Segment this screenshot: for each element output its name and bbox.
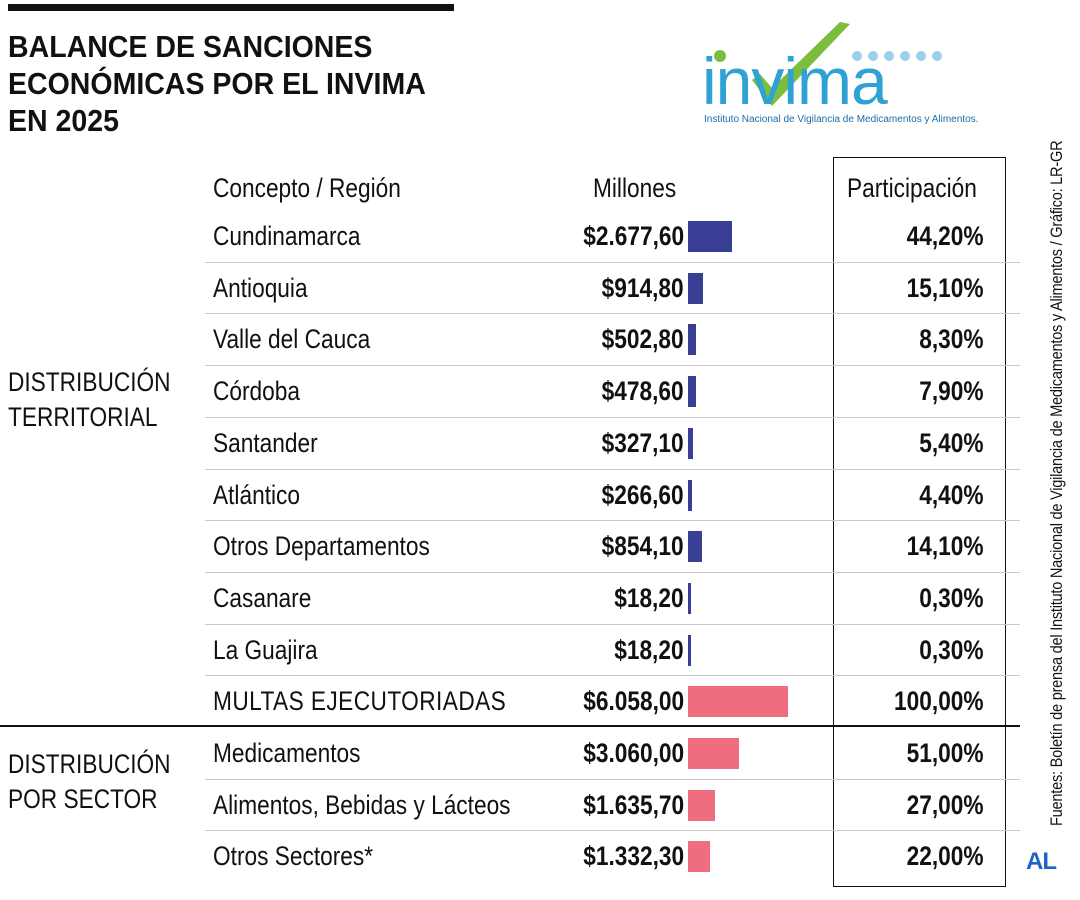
section-label-sector-1: DISTRIBUCIÓN	[8, 749, 171, 779]
value-bar	[688, 686, 788, 718]
header-participacion: Participación	[847, 173, 977, 203]
row-participacion: 51,00%	[907, 738, 984, 768]
row-label: Valle del Cauca	[213, 324, 371, 355]
row-value: $18,20	[614, 582, 684, 613]
table-row: La Guajira $18,20 0,30%	[0, 624, 1080, 676]
row-participacion: 27,00%	[907, 789, 984, 820]
top-rule	[8, 4, 454, 11]
table-row: MULTAS EJECUTORIADAS $6.058,00 100,00%	[0, 675, 1080, 727]
row-participacion: 100,00%	[894, 686, 984, 717]
header-concept: Concepto / Región	[213, 173, 401, 203]
row-label: Cundinamarca	[213, 221, 361, 251]
brand-mark: AL	[1026, 848, 1057, 875]
row-participacion: 4,40%	[919, 479, 984, 510]
row-participacion: 14,10%	[907, 531, 984, 562]
value-bar	[688, 479, 693, 511]
row-participacion: 5,40%	[919, 427, 984, 458]
table-row: Otros Departamentos $854,10 14,10%	[0, 520, 1080, 572]
participation-column-box	[833, 157, 1006, 887]
row-separator	[205, 520, 1020, 522]
row-value: $854,10	[602, 531, 684, 562]
value-bar	[688, 738, 739, 769]
row-value: $478,60	[602, 376, 684, 407]
row-separator	[205, 778, 1020, 780]
value-bar	[688, 324, 697, 356]
row-participacion: 44,20%	[907, 221, 984, 251]
row-label: Medicamentos	[213, 738, 361, 768]
chart-title: BALANCE DE SANCIONES ECONÓMICAS POR EL I…	[8, 29, 425, 138]
row-value: $6.058,00	[583, 686, 684, 717]
row-separator	[205, 675, 1020, 677]
row-value: $1.332,30	[583, 841, 684, 872]
section-label-sector-2: POR SECTOR	[8, 784, 158, 814]
logo-subtitle: Instituto Nacional de Vigilancia de Medi…	[704, 114, 979, 125]
value-bar	[688, 427, 694, 459]
row-participacion: 22,00%	[907, 841, 984, 872]
row-label: Atlántico	[213, 479, 300, 510]
row-separator	[205, 261, 1020, 263]
row-participacion: 8,30%	[919, 324, 984, 355]
row-label: Antioquia	[213, 272, 308, 303]
row-value: $2.677,60	[583, 221, 684, 251]
table-row: Córdoba $478,60 7,90%	[0, 365, 1080, 417]
row-participacion: 0,30%	[919, 634, 984, 665]
source-note: Fuentes: Boletín de prensa del Instituto…	[1047, 140, 1066, 826]
row-value: $18,20	[614, 634, 684, 665]
value-bar	[688, 634, 691, 666]
row-participacion: 7,90%	[919, 376, 984, 407]
value-bar	[688, 789, 715, 821]
value-bar	[688, 531, 703, 563]
row-value: $327,10	[602, 427, 684, 458]
logo-check-icon	[714, 22, 942, 106]
row-separator	[205, 313, 1020, 315]
table-row: Otros Sectores* $1.332,30 22,00%	[0, 830, 1080, 882]
row-label: Santander	[213, 427, 318, 458]
row-separator	[205, 468, 1020, 470]
value-bar	[688, 841, 710, 873]
value-bar	[688, 376, 696, 408]
row-participacion: 15,10%	[907, 272, 984, 303]
table-row: Cundinamarca $2.677,60 44,20%	[0, 210, 1080, 262]
row-value: $266,60	[602, 479, 684, 510]
table-row: Casanare $18,20 0,30%	[0, 572, 1080, 624]
row-label: MULTAS EJECUTORIADAS	[213, 686, 507, 717]
row-label: Casanare	[213, 582, 312, 613]
row-value: $914,80	[602, 272, 684, 303]
value-bar	[688, 272, 704, 304]
section-label-territorial-2: TERRITORIAL	[8, 402, 158, 432]
row-value: $1.635,70	[583, 789, 684, 820]
table-row: Medicamentos $3.060,00 51,00%	[0, 727, 1080, 779]
value-bar	[688, 582, 691, 614]
row-separator	[205, 416, 1020, 418]
row-separator	[205, 830, 1020, 832]
row-participacion: 0,30%	[919, 582, 984, 613]
invima-logo: invima Instituto Nacional de Vigilancia …	[700, 18, 990, 130]
logo-wordmark: invima	[702, 44, 888, 118]
row-label: Alimentos, Bebidas y Lácteos	[213, 789, 511, 820]
table-row: Valle del Cauca $502,80 8,30%	[0, 313, 1080, 365]
table-row: Antioquia $914,80 15,10%	[0, 262, 1080, 314]
row-separator	[205, 571, 1020, 573]
header-millones: Millones	[593, 173, 677, 203]
table-row: Santander $327,10 5,40%	[0, 417, 1080, 469]
section-divider	[0, 725, 1020, 727]
row-label: Otros Sectores*	[213, 841, 374, 872]
table-row: Alimentos, Bebidas y Lácteos $1.635,70 27,…	[0, 779, 1080, 831]
value-bar	[688, 221, 733, 252]
row-separator	[205, 365, 1020, 367]
row-value: $3.060,00	[583, 738, 684, 768]
row-value: $502,80	[602, 324, 684, 355]
table-row: Atlántico $266,60 4,40%	[0, 469, 1080, 521]
row-label: Otros Departamentos	[213, 531, 430, 562]
row-label: Córdoba	[213, 376, 301, 407]
row-label: La Guajira	[213, 634, 318, 665]
section-label-territorial-1: DISTRIBUCIÓN	[8, 367, 171, 397]
row-separator	[205, 623, 1020, 625]
